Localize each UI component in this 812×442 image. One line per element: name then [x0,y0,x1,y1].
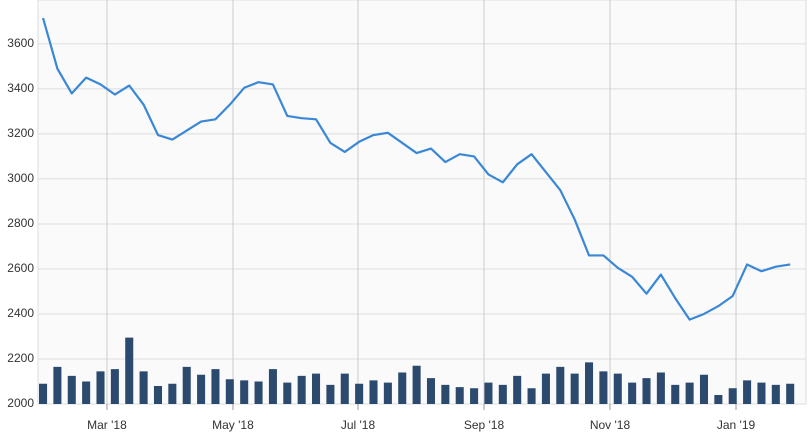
volume-bar [355,383,364,404]
y-tick-label: 2800 [7,216,34,230]
volume-bar [139,371,148,404]
volume-bar [699,374,709,404]
y-tick-label: 2400 [7,306,34,320]
volume-bar [441,384,450,404]
volume-bar [110,369,119,404]
y-tick-label: 3000 [7,171,34,185]
volume-bar [340,373,349,404]
volume-bar [771,384,780,404]
volume-bar [599,371,608,404]
volume-bar [67,375,76,404]
volume-bar [383,382,392,404]
volume-bar [714,394,723,404]
volume-bar [197,374,206,404]
x-tick-label: Jan '19 [717,418,756,432]
volume-bar [656,372,665,404]
volume-bar [541,373,550,404]
volume-bar [743,380,752,404]
volume-bar [513,375,522,404]
volume-bar [182,366,191,404]
y-tick-label: 3200 [7,126,34,140]
volume-bar [82,381,91,404]
volume-bar [125,337,134,404]
volume-bar [312,373,321,404]
x-tick-label: Jul '18 [341,418,376,432]
volume-bar [96,371,105,404]
volume-bar [268,369,277,404]
volume-bar [570,373,579,404]
volume-bar [168,383,177,404]
volume-bar [254,381,263,404]
volume-bar [527,388,536,404]
volume-bar [585,362,594,404]
volume-bar [671,384,680,404]
y-tick-label: 2000 [7,396,34,410]
volume-bar [53,366,62,404]
volume-bar [369,380,378,404]
volume-bar [153,385,163,404]
volume-bar [728,388,737,404]
volume-bar [556,366,565,404]
price-line [41,17,791,321]
volume-bar [484,382,493,404]
volume-bar [757,382,766,404]
volume-bar [326,384,335,404]
volume-bar [498,384,507,404]
x-tick-label: Mar '18 [87,418,127,432]
volume-bar [225,379,234,404]
x-tick-label: Sep '18 [464,418,505,432]
volume-bar [685,382,694,404]
y-tick-label: 3600 [7,36,34,50]
volume-bar [642,378,651,404]
volume-bar [297,375,306,404]
volume-bar [211,369,220,404]
x-tick-label: May '18 [212,418,254,432]
volume-bar [628,382,637,404]
plot-area [37,0,807,405]
volume-bar [470,388,479,404]
x-tick-label: Nov '18 [590,418,631,432]
volume-bar [39,383,48,404]
y-tick-label: 3400 [7,81,34,95]
y-tick-label: 2200 [7,351,34,365]
volume-bar [283,382,292,404]
volume-bar [613,373,622,404]
volume-bar [412,365,421,404]
volume-bar [398,372,407,404]
volume-bar [455,387,464,404]
y-tick-label: 2600 [7,261,34,275]
volume-bar [240,380,249,404]
volume-bar [786,383,795,404]
volume-bar [426,378,436,404]
